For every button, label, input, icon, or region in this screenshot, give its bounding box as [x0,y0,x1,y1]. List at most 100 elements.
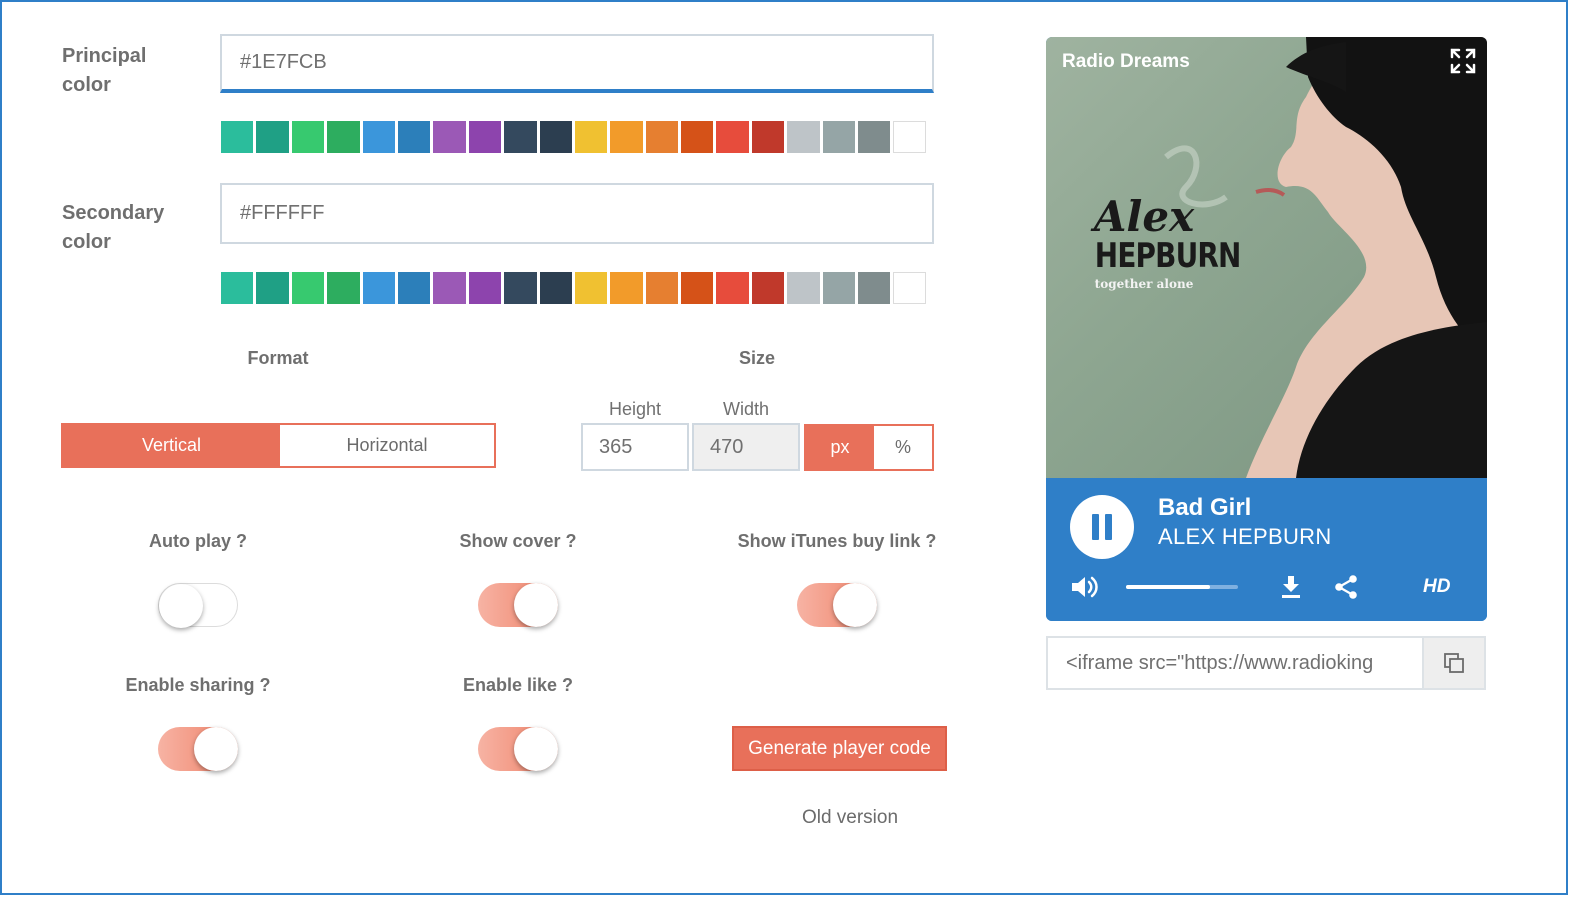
color-swatch[interactable] [539,272,572,304]
old-version-link[interactable]: Old version [801,807,899,828]
format-title: Format [247,348,309,368]
embed-code-input[interactable] [1048,638,1422,688]
color-swatch[interactable] [681,272,714,304]
color-swatch[interactable] [362,272,395,304]
color-swatch[interactable] [327,121,360,153]
color-swatch[interactable] [327,272,360,304]
player-controls-bar: Bad Girl ALEX HEPBURN HD [1046,478,1487,621]
cover-script-text: Alex [1093,192,1195,241]
cover-portrait-illustration [1164,37,1487,478]
color-swatch[interactable] [221,272,254,304]
color-swatch[interactable] [397,272,431,304]
station-name: Radio Dreams [1062,51,1190,72]
cover-subtitle-text: together alone [1094,277,1194,291]
secondary-color-label: Secondary color [62,199,192,257]
color-swatch[interactable] [645,272,679,304]
color-swatch[interactable] [574,121,608,153]
color-swatch[interactable] [291,121,325,153]
color-swatch[interactable] [858,272,891,304]
song-title: Bad Girl [1158,494,1252,521]
show-cover-toggle[interactable] [478,583,558,627]
auto-play-label: Auto play ? [149,531,247,551]
size-title: Size [738,348,776,368]
secondary-color-swatches [221,272,926,304]
color-swatch[interactable] [681,121,714,153]
embed-code-field [1046,636,1486,690]
show-cover-label: Show cover ? [459,531,577,551]
color-swatch[interactable] [574,272,608,304]
enable-sharing-toggle[interactable] [158,727,238,771]
principal-color-label-line1: Principal [62,45,147,67]
principal-color-swatches [221,121,926,153]
color-swatch[interactable] [291,272,325,304]
volume-icon[interactable] [1070,574,1100,600]
secondary-color-input[interactable] [220,183,934,244]
color-swatch[interactable] [610,121,643,153]
copy-icon [1444,653,1464,673]
generate-player-code-button[interactable]: Generate player code [732,726,947,771]
color-swatch[interactable] [468,272,502,304]
color-swatch[interactable] [858,121,891,153]
format-toggle: Vertical Horizontal [61,423,496,468]
color-swatch[interactable] [822,272,856,304]
format-horizontal-button[interactable]: Horizontal [280,425,494,466]
color-swatch[interactable] [221,121,254,153]
fullscreen-icon[interactable] [1449,47,1477,75]
secondary-color-label-line1: Secondary [62,202,165,224]
secondary-color-label-line2: color [62,231,111,253]
show-itunes-label: Show iTunes buy link ? [737,531,937,551]
color-swatch[interactable] [751,121,785,153]
hd-toggle[interactable]: HD [1423,576,1451,597]
enable-like-label: Enable like ? [462,675,574,695]
cover-block-text: HEPBURN [1094,236,1242,276]
cover-artist-text: Alex HEPBURN together alone [1084,192,1242,292]
unit-percent-button[interactable]: % [874,426,932,469]
color-swatch[interactable] [893,272,926,304]
color-swatch[interactable] [539,121,572,153]
format-vertical-button[interactable]: Vertical [63,425,280,466]
album-cover: Radio Dreams Alex HEPBURN together alone [1046,37,1487,478]
copy-button[interactable] [1422,638,1484,688]
toggle-knob [514,583,558,627]
pause-icon [1092,514,1099,540]
color-swatch[interactable] [893,121,926,153]
auto-play-toggle[interactable] [158,583,238,628]
show-itunes-toggle[interactable] [797,583,877,627]
color-swatch[interactable] [822,121,856,153]
width-label: Width [722,399,769,419]
player-preview: Radio Dreams Alex HEPBURN together alone… [1046,37,1487,621]
color-swatch[interactable] [751,272,785,304]
color-swatch[interactable] [433,272,466,304]
height-label: Height [608,399,662,419]
color-swatch[interactable] [716,272,749,304]
color-swatch[interactable] [787,272,820,304]
color-swatch[interactable] [256,272,289,304]
color-swatch[interactable] [610,272,643,304]
height-input[interactable] [581,423,689,471]
color-swatch[interactable] [397,121,431,153]
pause-button[interactable] [1070,495,1134,559]
color-swatch[interactable] [468,121,502,153]
color-swatch[interactable] [256,121,289,153]
color-swatch[interactable] [504,121,537,153]
principal-color-label-line2: color [62,74,111,96]
unit-toggle: px % [804,424,934,471]
principal-color-input[interactable] [220,34,934,93]
share-icon[interactable] [1333,574,1359,600]
enable-sharing-label: Enable sharing ? [125,675,271,695]
color-swatch[interactable] [645,121,679,153]
color-swatch[interactable] [504,272,537,304]
enable-like-toggle[interactable] [478,727,558,771]
artist-name: ALEX HEPBURN [1158,524,1332,549]
pause-icon [1105,514,1112,540]
color-swatch[interactable] [433,121,466,153]
unit-px-button[interactable]: px [806,426,874,469]
width-input[interactable] [692,423,800,471]
toggle-knob [833,583,877,627]
color-swatch[interactable] [787,121,820,153]
toggle-knob [194,727,238,771]
color-swatch[interactable] [716,121,749,153]
progress-bar[interactable] [1126,585,1238,589]
color-swatch[interactable] [362,121,395,153]
download-icon[interactable] [1280,574,1302,600]
